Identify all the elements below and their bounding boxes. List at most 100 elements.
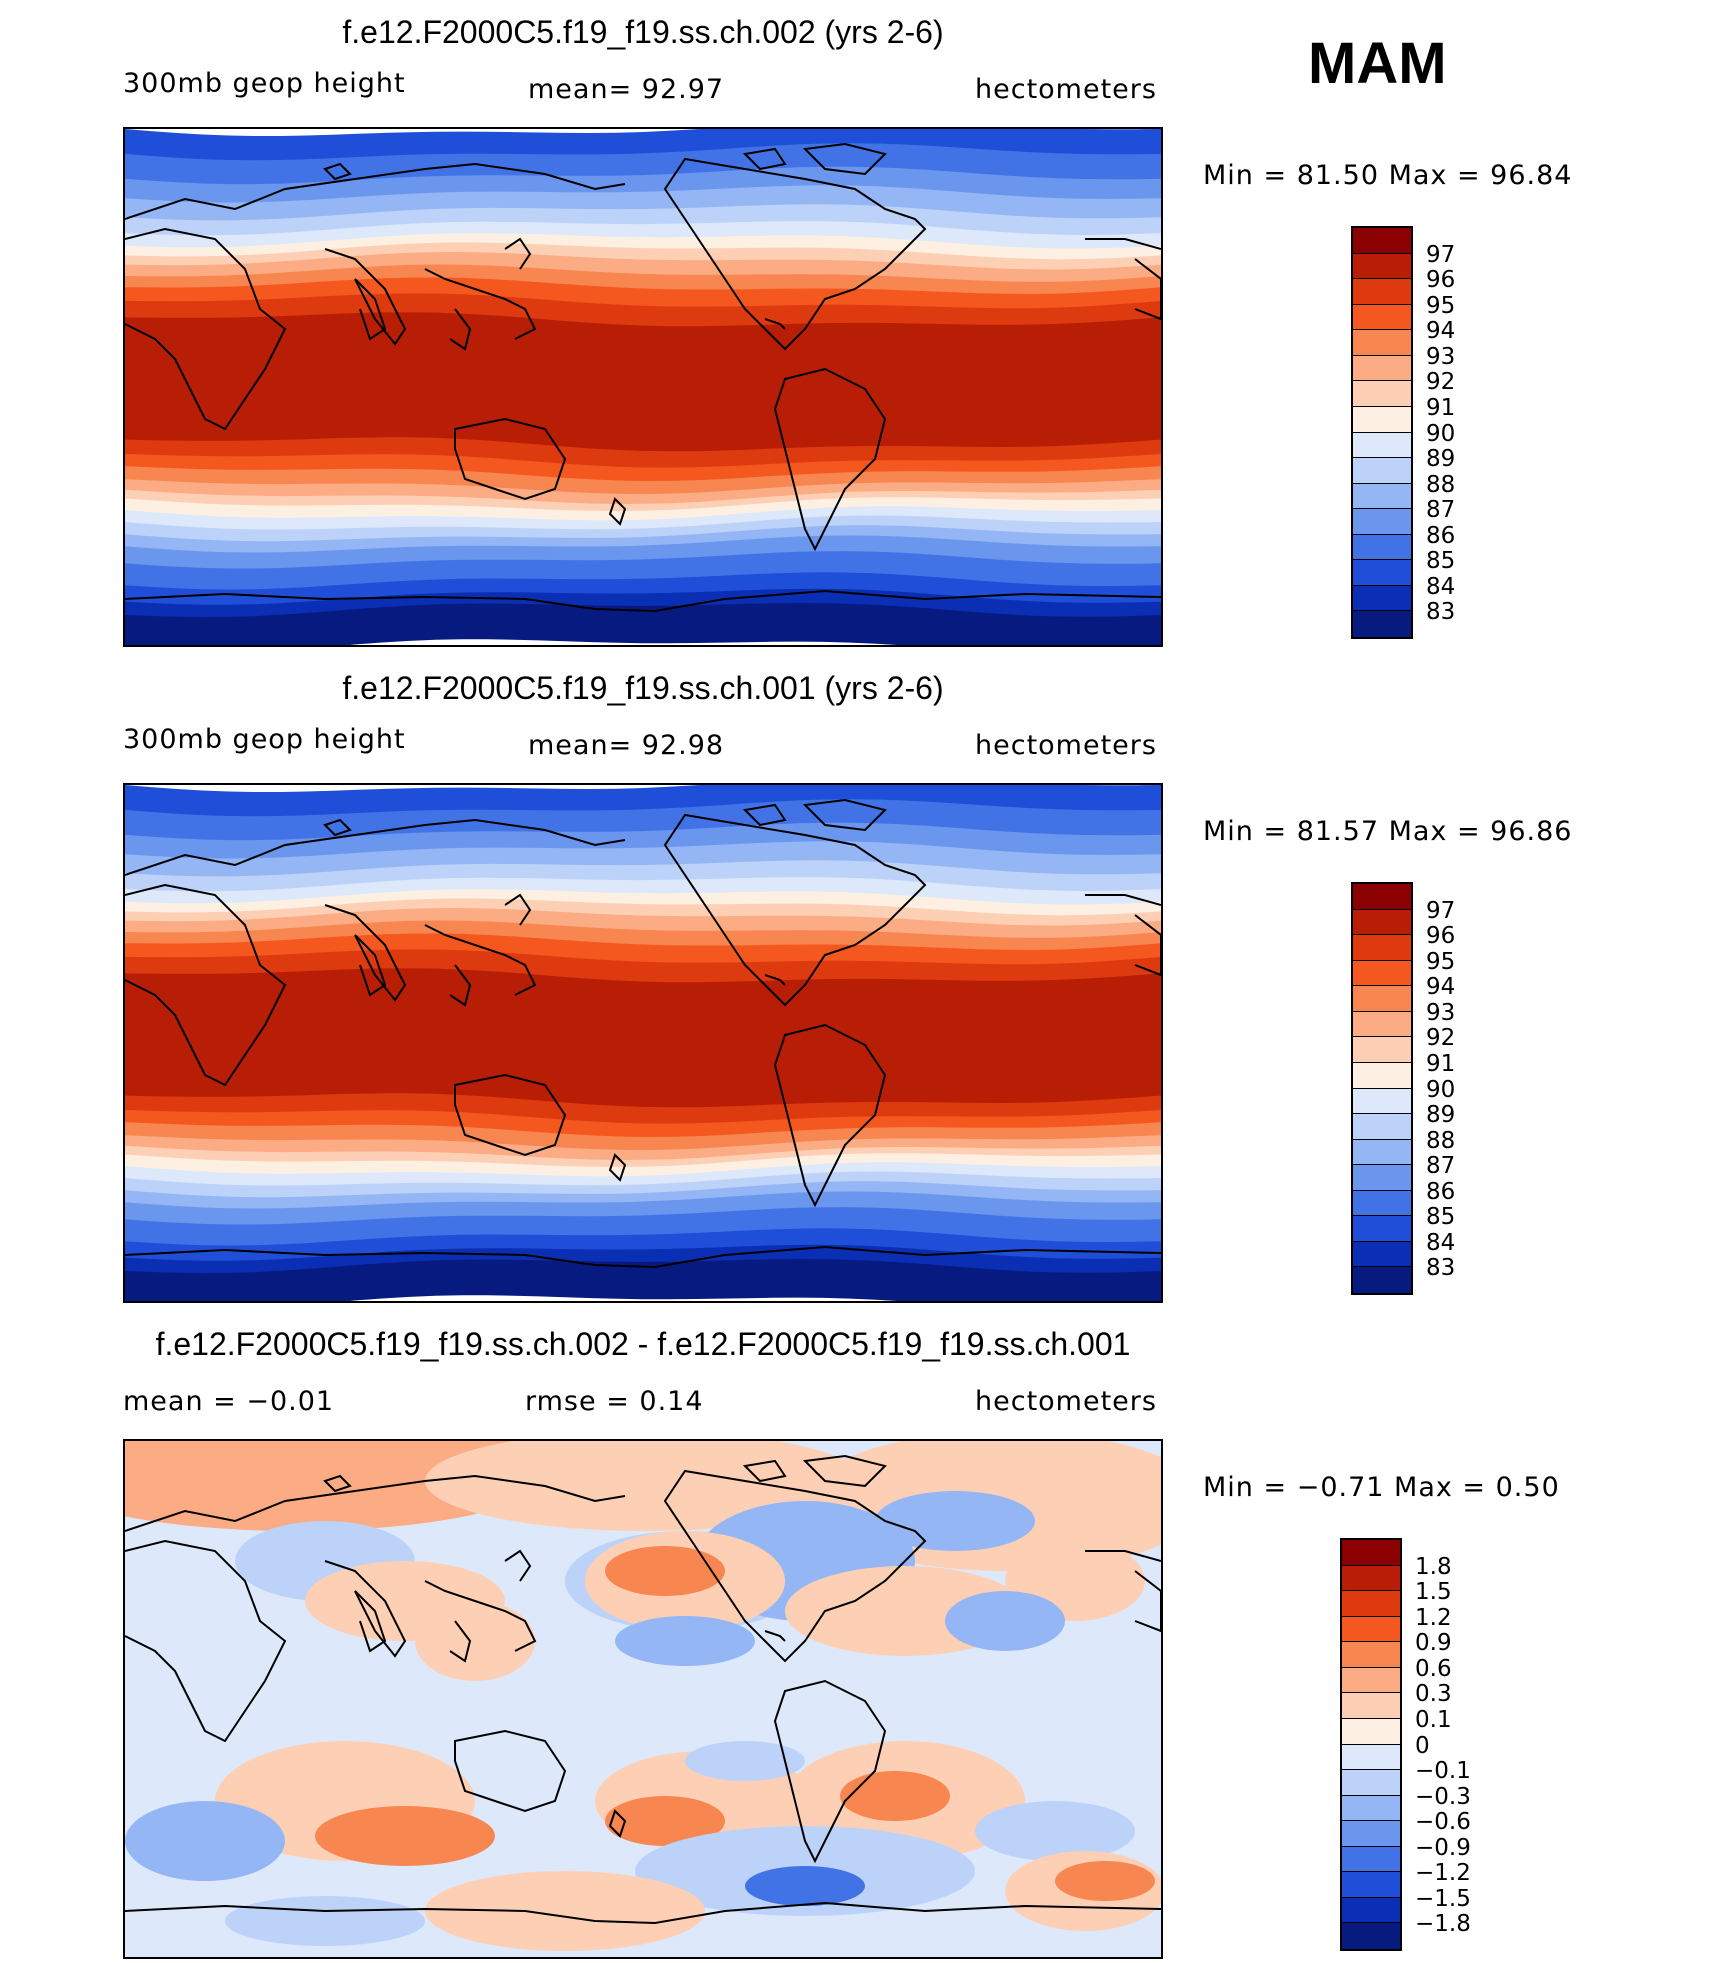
contour-band xyxy=(125,822,1161,860)
contour-blob xyxy=(605,1546,725,1596)
colorbar-tick-label: 86 xyxy=(1426,522,1456,549)
colorbar-swatch xyxy=(1342,1770,1400,1796)
coastline xyxy=(1085,238,1161,250)
coastline xyxy=(354,934,387,997)
contour-band xyxy=(125,933,1161,966)
panel-2-units: hectometers xyxy=(975,730,1157,761)
contour-band xyxy=(125,454,1161,482)
contour-band xyxy=(125,572,1161,606)
colorbar-tick-label: 92 xyxy=(1426,1025,1456,1052)
panel-3-minmax: Min = −0.71 Max = 0.50 xyxy=(1203,1472,1560,1503)
colorbar-tick-label: 94 xyxy=(1426,974,1456,1001)
colorbar-swatch xyxy=(1353,432,1411,459)
colorbar-tick-label: 89 xyxy=(1426,446,1456,473)
coastline xyxy=(449,308,472,351)
colorbar-tick-label: 84 xyxy=(1426,573,1456,600)
contour-band xyxy=(125,129,1161,162)
colorbar-swatch xyxy=(1342,1872,1400,1898)
coastline-layer xyxy=(125,798,1161,1269)
colorbar-tick-label: 96 xyxy=(1426,267,1456,294)
colorbar-tick-label: 97 xyxy=(1426,897,1456,924)
contour-band xyxy=(125,1207,1161,1247)
coastline xyxy=(125,1539,287,1743)
colorbar-swatch xyxy=(1353,1267,1411,1293)
colorbar-swatch xyxy=(1353,1241,1411,1268)
contour-blob xyxy=(125,1801,285,1881)
coastline xyxy=(125,1474,626,1532)
contour-band xyxy=(125,166,1161,204)
colorbar-swatch xyxy=(1353,304,1411,331)
panel-3-title: f.e12.F2000C5.f19_f19.ss.ch.002 - f.e12.… xyxy=(155,1326,1131,1362)
colorbar-tick-label: −1.8 xyxy=(1415,1911,1471,1938)
colorbar-swatch xyxy=(1353,1011,1411,1038)
coastline xyxy=(1134,914,1161,977)
colorbar-swatch xyxy=(1353,330,1411,356)
colorbar-tick-label: 84 xyxy=(1426,1229,1456,1256)
colorbar-swatch xyxy=(1342,1693,1400,1719)
colorbar-swatch xyxy=(1353,1062,1411,1089)
coastline xyxy=(802,142,887,176)
panel-3-map xyxy=(123,1439,1163,1959)
colorbar-tick-label: 88 xyxy=(1426,1127,1456,1154)
contour-blob xyxy=(1055,1861,1155,1901)
coastline xyxy=(608,1809,627,1838)
colorbar-swatch xyxy=(1353,1088,1411,1115)
contour-band xyxy=(125,588,1161,619)
coastline xyxy=(1085,1550,1161,1562)
coastline xyxy=(773,1679,887,1864)
contour-blob xyxy=(425,1871,705,1951)
colorbar-swatch xyxy=(1342,1744,1400,1771)
contour-blob xyxy=(745,1866,865,1906)
panel-2-mean: mean= 92.98 xyxy=(528,730,725,761)
coastline xyxy=(125,883,287,1087)
colorbar-swatch xyxy=(1353,253,1411,280)
coastline xyxy=(742,1459,787,1483)
colorbar-tick-label: 93 xyxy=(1426,999,1456,1026)
colorbar-swatch xyxy=(1342,1897,1400,1924)
colorbar-tick-label: 95 xyxy=(1426,292,1456,319)
contour-band xyxy=(125,1191,1161,1226)
contour-band xyxy=(125,204,1161,237)
coastline xyxy=(324,904,407,1002)
colorbar-swatch xyxy=(1353,585,1411,612)
coastline xyxy=(125,1901,1161,1925)
contour-band xyxy=(125,1145,1161,1168)
coastline xyxy=(354,278,387,341)
coastline xyxy=(424,268,537,340)
coastline xyxy=(324,248,407,346)
contour-blob xyxy=(225,1896,425,1946)
colorbar-swatch xyxy=(1353,909,1411,936)
colorbar-swatch xyxy=(1342,1821,1400,1847)
coastline xyxy=(323,818,352,837)
colorbar-swatch xyxy=(1342,1718,1400,1745)
colorbar-tick-label: 86 xyxy=(1426,1178,1456,1205)
colorbar-tick-label: 90 xyxy=(1426,1076,1456,1103)
coastline xyxy=(764,1630,786,1642)
contour-blob xyxy=(840,1771,950,1821)
colorbar-swatch xyxy=(1353,1114,1411,1140)
contour-band xyxy=(125,535,1161,570)
coastline-layer xyxy=(125,1454,1161,1925)
contour-band xyxy=(125,1122,1161,1151)
contour-band xyxy=(125,920,1161,951)
colorbar-tick-label: 96 xyxy=(1426,923,1456,950)
colorbar-swatch xyxy=(1353,560,1411,586)
panel-1-units: hectometers xyxy=(975,74,1157,105)
colorbar-swatch xyxy=(1342,1923,1400,1949)
coastline xyxy=(454,417,567,501)
colorbar-swatch xyxy=(1353,279,1411,305)
colorbar-swatch xyxy=(1342,1642,1400,1668)
contour-band xyxy=(125,1162,1161,1187)
coastline xyxy=(424,924,537,996)
colorbar-swatch xyxy=(1353,509,1411,535)
contour-band xyxy=(125,515,1161,543)
contour-band xyxy=(125,479,1161,505)
coastline xyxy=(354,1590,387,1653)
contour-band xyxy=(125,1244,1161,1275)
colorbar-tick-label: 83 xyxy=(1426,599,1456,626)
panel-1-variable: 300mb geop height xyxy=(123,68,406,99)
colorbar-swatch xyxy=(1353,406,1411,433)
colorbar-tick-label: 0.1 xyxy=(1415,1706,1452,1733)
colorbar-swatch xyxy=(1353,1190,1411,1217)
colorbar-tick-label: 1.2 xyxy=(1415,1604,1452,1631)
